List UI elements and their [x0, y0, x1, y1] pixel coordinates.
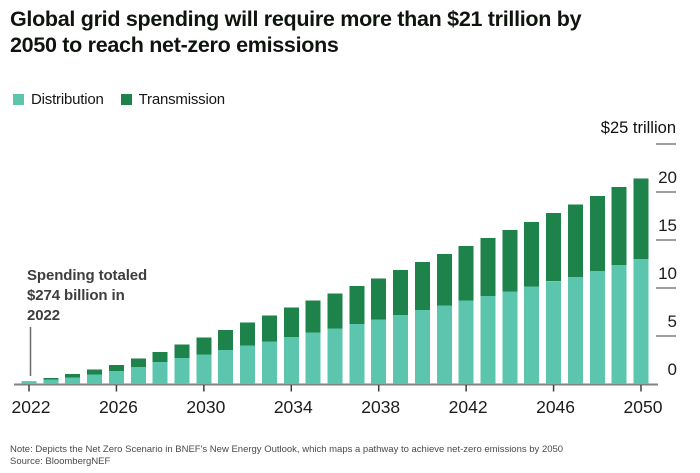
bar-distribution-2022 — [21, 382, 37, 384]
transmission-swatch-icon — [120, 94, 132, 105]
bar-distribution-2027 — [130, 366, 146, 384]
bar-transmission-2027 — [130, 358, 146, 367]
bar-distribution-2029 — [174, 358, 190, 384]
spending-annotation: Spending totaled $274 billion in 2022 — [27, 266, 147, 326]
bar-distribution-2044 — [502, 291, 518, 384]
bar-distribution-2028 — [152, 361, 168, 384]
y-axis-unit-label: $25 trillion — [601, 119, 676, 137]
bar-distribution-2033 — [261, 341, 277, 384]
bar-distribution-2045 — [524, 286, 540, 384]
legend-item-transmission: Transmission — [120, 91, 225, 108]
bar-distribution-2037 — [349, 324, 365, 384]
bar-distribution-2048 — [589, 271, 605, 384]
bar-transmission-2023 — [43, 377, 59, 380]
bar-transmission-2031 — [218, 330, 234, 350]
x-tick-label-2046: 2046 — [536, 397, 575, 417]
bar-distribution-2023 — [43, 379, 59, 384]
annotation-line-1: Spending totaled — [27, 267, 148, 284]
axes-group: 0 5 10 15 20 $25 trillion 2022 2026 2030 2034 2038… — [12, 119, 677, 417]
bar-transmission-2050 — [633, 178, 649, 259]
page-title: Global grid spending will require more t… — [10, 6, 682, 58]
x-tick-label-2022: 2022 — [12, 397, 51, 417]
annotation-line-2: $274 billion in — [27, 287, 125, 304]
bar-distribution-2047 — [567, 277, 583, 384]
x-tick-label-2026: 2026 — [99, 397, 138, 417]
bar-distribution-2050 — [633, 258, 649, 384]
bar-transmission-2030 — [196, 337, 212, 355]
footnote: Note: Depicts the Net Zero Scenario in B… — [10, 444, 564, 455]
bar-transmission-2045 — [524, 221, 540, 287]
x-tick-label-2042: 2042 — [449, 397, 488, 417]
bar-transmission-2049 — [611, 187, 627, 265]
bar-transmission-2039 — [393, 270, 409, 315]
y-tick-label-20: 20 — [658, 168, 677, 187]
bar-distribution-2046 — [546, 281, 562, 384]
bar-transmission-2042 — [458, 245, 474, 301]
bar-distribution-2030 — [196, 354, 212, 384]
bar-distribution-2043 — [480, 296, 496, 384]
legend-item-distribution: Distribution — [13, 91, 104, 108]
bar-distribution-2025 — [87, 374, 103, 384]
bar-transmission-2044 — [502, 229, 518, 292]
bar-transmission-2029 — [174, 344, 190, 358]
bar-transmission-2026 — [108, 364, 124, 371]
bar-transmission-2024 — [65, 373, 81, 378]
page-title-line1: Global grid spending will require more t… — [10, 7, 582, 31]
bar-transmission-2022 — [21, 381, 37, 383]
y-tick-label-5: 5 — [668, 312, 677, 331]
bar-transmission-2048 — [589, 195, 605, 272]
bar-transmission-2034 — [283, 307, 299, 337]
bar-distribution-2049 — [611, 265, 627, 384]
bar-transmission-2032 — [240, 322, 256, 346]
y-tick-label-15: 15 — [658, 216, 677, 235]
y-tick-label-10: 10 — [658, 264, 677, 283]
x-tick-label-2050: 2050 — [624, 397, 663, 417]
x-tick-label-2030: 2030 — [186, 397, 225, 417]
bar-distribution-2039 — [393, 314, 409, 384]
bar-distribution-2034 — [283, 337, 299, 384]
bar-distribution-2036 — [327, 328, 343, 384]
bar-transmission-2046 — [546, 213, 562, 282]
bar-distribution-2031 — [218, 349, 234, 384]
bar-transmission-2035 — [305, 300, 321, 333]
bar-distribution-2026 — [108, 371, 124, 384]
bar-distribution-2038 — [371, 319, 387, 384]
legend-label-distribution: Distribution — [31, 91, 104, 108]
bar-transmission-2043 — [480, 238, 496, 297]
bar-distribution-2040 — [414, 310, 430, 384]
x-tick-label-2034: 2034 — [274, 397, 313, 417]
bar-transmission-2041 — [436, 253, 452, 306]
legend-label-transmission: Transmission — [138, 91, 225, 108]
bar-transmission-2047 — [567, 204, 583, 277]
bar-transmission-2037 — [349, 286, 365, 324]
page-title-line2: 2050 to reach net-zero emissions — [10, 33, 339, 57]
source-line: Source: BloombergNEF — [10, 456, 111, 467]
bar-transmission-2033 — [261, 315, 277, 342]
chart-legend: Distribution Transmission — [13, 91, 225, 108]
bar-distribution-2032 — [240, 345, 256, 384]
x-tick-label-2038: 2038 — [361, 397, 400, 417]
annotation-line-3: 2022 — [27, 307, 60, 324]
bar-distribution-2041 — [436, 305, 452, 384]
bar-distribution-2042 — [458, 300, 474, 384]
bar-transmission-2028 — [152, 351, 168, 362]
y-tick-label-0: 0 — [668, 360, 677, 379]
bar-transmission-2040 — [414, 262, 430, 311]
bar-transmission-2025 — [87, 369, 103, 375]
bar-distribution-2024 — [65, 377, 81, 384]
bar-transmission-2038 — [371, 278, 387, 320]
bar-transmission-2036 — [327, 293, 343, 329]
distribution-swatch-icon — [13, 94, 24, 105]
bar-distribution-2035 — [305, 332, 321, 384]
bars-group — [21, 178, 649, 384]
